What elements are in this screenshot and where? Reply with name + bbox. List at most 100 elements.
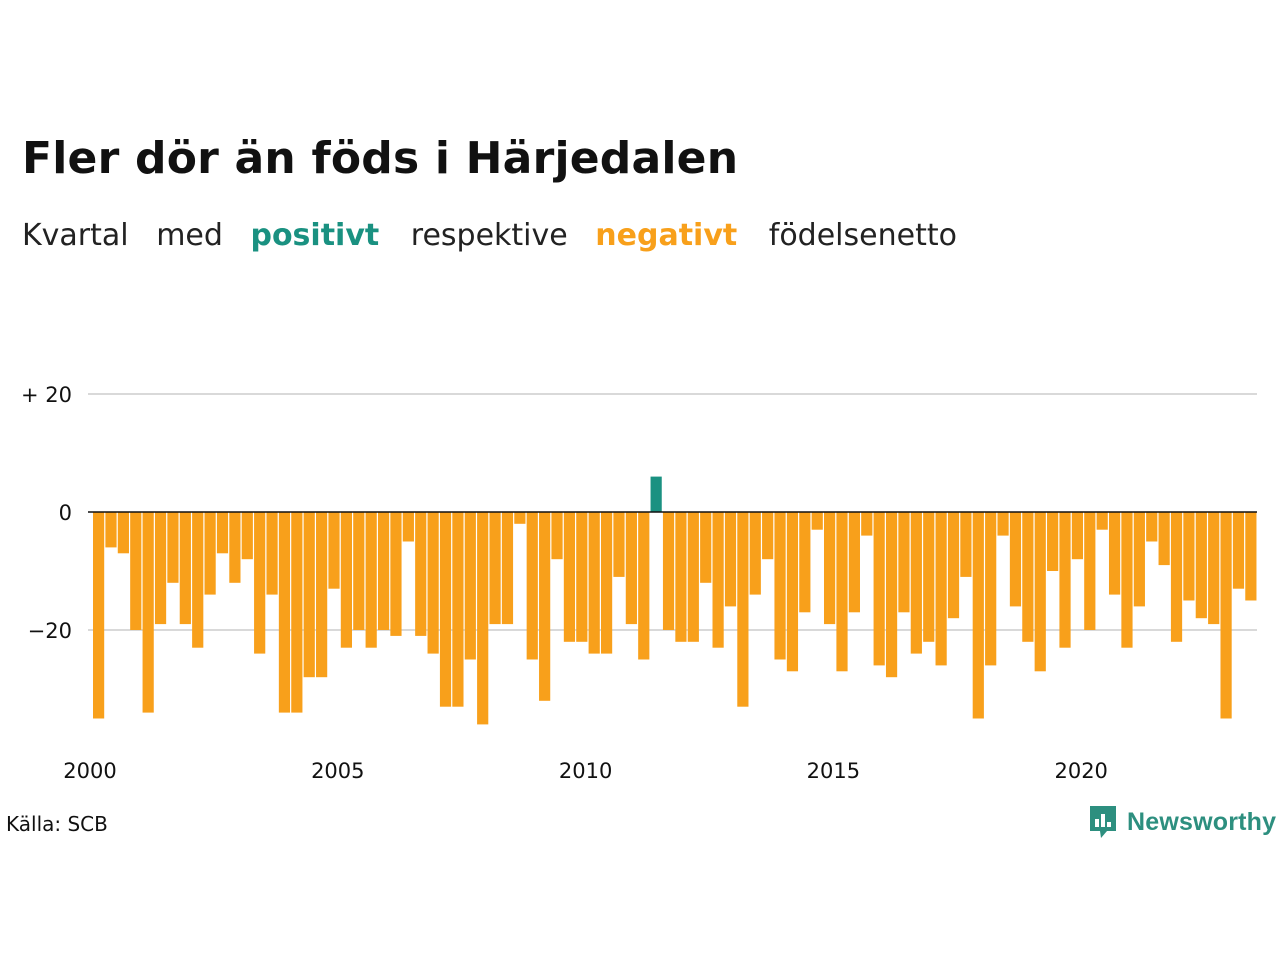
brand-name: Newsworthy [1127,807,1277,836]
bar [935,512,947,666]
bar [786,512,799,672]
bar [1034,512,1046,672]
bar [1096,512,1108,530]
bar [675,512,687,642]
x-tick-label: 2020 [1054,759,1107,783]
bar [836,512,848,672]
bar [1009,512,1022,607]
bar [997,512,1009,536]
bar [216,512,229,554]
x-tick-label: 2005 [311,759,364,783]
bar [1195,512,1207,619]
bar [1245,512,1257,601]
bar [898,512,910,613]
bar [353,512,365,630]
bar [1158,512,1170,566]
bar [1208,512,1220,625]
bar [923,512,935,642]
bar [93,512,105,719]
bar [799,512,811,613]
bar [105,512,117,548]
bar [1047,512,1059,571]
bar [1022,512,1034,642]
bar [1121,512,1133,648]
bar [340,512,352,648]
bar [811,512,823,530]
subtitle-word: födelsenetto [768,218,957,253]
bar [662,512,675,630]
chart-title: Fler dör än föds i Härjedalen [22,133,739,184]
bar [229,512,241,583]
bar [687,512,699,642]
bar [861,512,873,536]
bar [824,512,836,625]
bar [142,512,154,713]
bar [576,512,588,642]
bar-chart-speech-bubble-icon [1090,806,1116,838]
bar [514,512,526,524]
bar [1108,512,1121,595]
x-tick-label: 2000 [63,759,116,783]
bar [526,512,538,660]
x-tick-label: 2010 [559,759,612,783]
bar [489,512,501,625]
bar [625,512,637,625]
bar [241,512,253,560]
x-tick-label: 2015 [807,759,860,783]
subtitle-word: respektive [410,218,568,253]
bar [588,512,600,654]
y-tick-label: + 20 [21,383,72,407]
bar [749,512,761,595]
bar [192,512,204,648]
bar [1133,512,1145,607]
bar [724,512,737,607]
bar [415,512,427,636]
bar [439,512,452,707]
bar [377,512,390,630]
bar [1084,512,1096,630]
bar [885,512,898,678]
bar [873,512,885,666]
bar [316,512,328,678]
bar [1071,512,1084,560]
bar [365,512,377,648]
chart-subtitle: Kvartal med positivt respektive negativt… [22,218,975,253]
y-tick-label: 0 [59,501,72,525]
bar [650,476,662,512]
subtitle-word: med [156,218,223,253]
bar [328,512,340,589]
bar [1146,512,1158,542]
bar [762,512,774,560]
bar [848,512,860,613]
bar [167,512,179,583]
subtitle-positive-keyword: positivt [250,218,380,253]
subtitle-word: Kvartal [22,218,129,253]
bar [600,512,613,654]
bar [700,512,712,583]
bar [117,512,129,554]
bar [551,512,563,560]
bar [910,512,922,654]
bar [774,512,786,660]
bar [464,512,476,660]
bar [154,512,167,625]
bar [1183,512,1195,601]
bar [1170,512,1183,642]
bar [539,512,551,701]
source-note: Källa: SCB [6,812,108,836]
bar [402,512,414,542]
bar [1059,512,1071,648]
bar [303,512,315,678]
bar [477,512,489,725]
bar [130,512,142,630]
bar [712,512,724,648]
y-tick-label: −20 [28,619,72,643]
bar [179,512,191,625]
bar [390,512,402,636]
bar [737,512,749,707]
bar [501,512,514,625]
bar [985,512,997,666]
subtitle-negative-keyword: negativt [595,218,738,253]
bar [960,512,972,577]
